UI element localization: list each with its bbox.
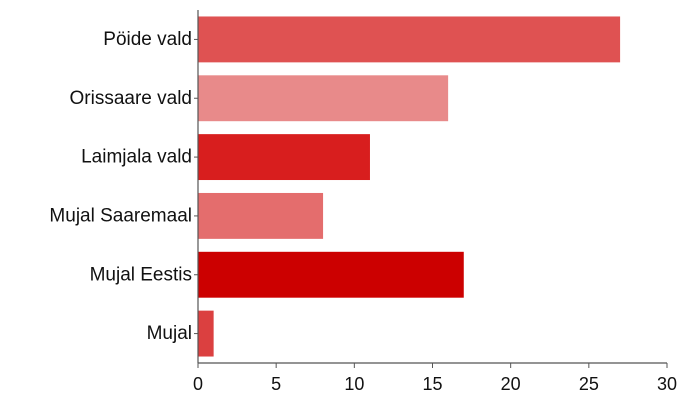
category-label-2: Laimjala vald xyxy=(81,147,192,168)
category-label-1: Orissaare vald xyxy=(70,88,193,109)
bar-4 xyxy=(198,251,464,298)
bar-0 xyxy=(198,16,621,63)
category-label-4: Mujal Eestis xyxy=(90,264,192,285)
bar-2 xyxy=(198,134,370,181)
x-tick-label-3: 15 xyxy=(422,374,442,394)
bar-1 xyxy=(198,75,449,122)
category-labels: Pöide vald Orissaare vald Laimjala vald Muj… xyxy=(49,29,198,344)
x-tick-label-1: 5 xyxy=(271,374,281,394)
category-label-0: Pöide vald xyxy=(103,29,192,50)
x-ticks: 0 5 10 15 20 25 30 xyxy=(193,363,677,394)
x-tick-label-4: 20 xyxy=(501,374,521,394)
x-tick-label-5: 25 xyxy=(579,374,599,394)
bars-group xyxy=(198,16,621,357)
x-tick-label-0: 0 xyxy=(193,374,203,394)
bar-3 xyxy=(198,192,324,239)
x-tick-label-6: 30 xyxy=(657,374,677,394)
category-label-3: Mujal Saaremaal xyxy=(49,205,192,226)
category-label-5: Mujal xyxy=(147,323,192,344)
bar-5 xyxy=(198,310,214,357)
x-tick-label-2: 10 xyxy=(344,374,364,394)
